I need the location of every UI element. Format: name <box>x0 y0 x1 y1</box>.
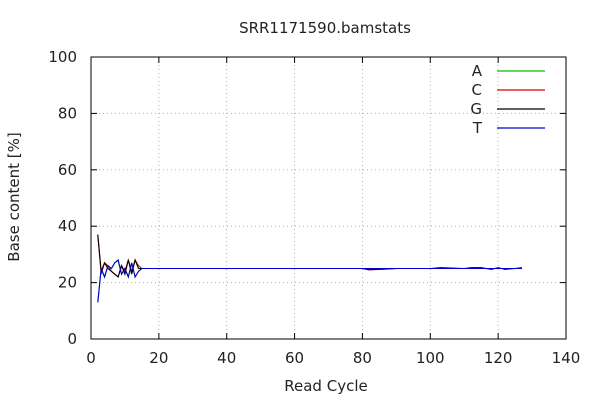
y-tick-label: 20 <box>58 274 77 292</box>
chart-title: SRR1171590.bamstats <box>239 19 411 37</box>
y-tick-label: 100 <box>48 48 77 66</box>
x-tick-label: 0 <box>86 349 96 367</box>
x-tick-label: 120 <box>484 349 513 367</box>
series-line-a <box>97 259 522 303</box>
series-layer <box>97 234 522 303</box>
legend-label-g: G <box>470 100 482 118</box>
x-tick-label: 20 <box>149 349 168 367</box>
y-tick-label: 0 <box>67 330 77 348</box>
x-tick-label: 100 <box>416 349 445 367</box>
x-axis-label: Read Cycle <box>284 377 367 395</box>
series-line-t <box>97 259 522 303</box>
series-line-c <box>97 234 522 278</box>
y-tick-label: 60 <box>58 161 77 179</box>
grid <box>91 57 566 339</box>
series-line-g <box>97 234 522 278</box>
x-tick-label: 140 <box>552 349 581 367</box>
x-tick-label: 80 <box>353 349 372 367</box>
y-tick-label: 80 <box>58 104 77 122</box>
x-tick-label: 60 <box>285 349 304 367</box>
y-axis-label: Base content [%] <box>5 132 23 261</box>
plot-frame <box>90 56 567 340</box>
legend-label-a: A <box>472 62 483 80</box>
x-tick-label: 40 <box>217 349 236 367</box>
axes: 0 20 40 60 80 100 120 140 0 20 40 60 80 100 <box>48 48 580 367</box>
y-tick-label: 40 <box>58 217 77 235</box>
legend-label-c: C <box>472 81 482 99</box>
legend-label-t: T <box>472 119 483 137</box>
